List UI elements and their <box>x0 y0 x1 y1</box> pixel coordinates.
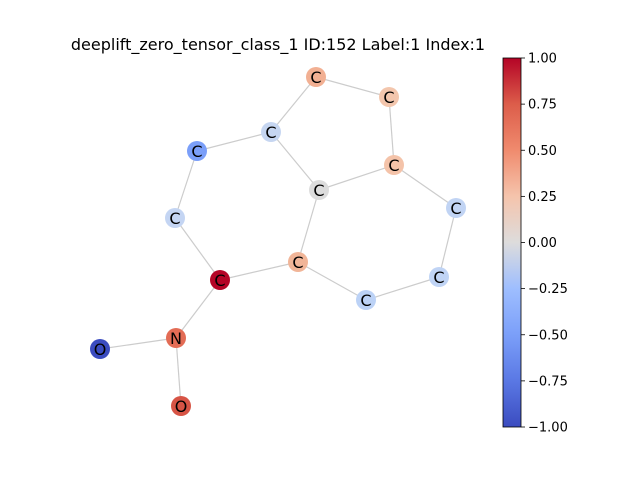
node-label: C <box>265 123 276 142</box>
graph-edge <box>315 76 390 98</box>
node-circle <box>261 122 281 142</box>
node-circle <box>356 290 376 310</box>
node-label: C <box>433 268 444 287</box>
node-circle <box>288 252 308 272</box>
colorbar-tick-label: 1.00 <box>528 52 557 67</box>
node-label: O <box>94 340 107 359</box>
graph-edge <box>196 131 272 152</box>
colorbar-tick-label: 0.25 <box>528 190 557 205</box>
node-label: C <box>383 88 394 107</box>
graph-node: C <box>165 208 185 228</box>
node-circle <box>187 141 207 161</box>
graph-edges <box>99 76 457 407</box>
colorbar-tick-label: 0.50 <box>528 144 557 159</box>
graph-edge <box>175 279 221 339</box>
colorbar-tick-label: 0.00 <box>528 236 557 251</box>
graph-node: C <box>210 270 230 290</box>
graph-edge <box>297 189 320 263</box>
colorbar-tick-label: 0.75 <box>528 98 557 113</box>
node-label: C <box>450 199 461 218</box>
graph-node: O <box>171 396 191 416</box>
graph-node: C <box>288 252 308 272</box>
node-label: C <box>360 291 371 310</box>
node-circle <box>379 87 399 107</box>
graph-node: N <box>166 328 186 348</box>
graph-node: C <box>187 141 207 161</box>
graph-edge <box>318 164 395 191</box>
graph-edge <box>270 76 317 133</box>
node-circle <box>384 155 404 175</box>
node-circle <box>171 396 191 416</box>
graph-edge <box>270 131 320 191</box>
graph-edge <box>438 207 457 278</box>
figure-title: deeplift_zero_tensor_class_1 ID:152 Labe… <box>71 35 485 55</box>
graph-edge <box>174 217 221 281</box>
colorbar-tick-label: −0.75 <box>528 374 568 389</box>
colorbar: 1.00 0.75 0.50 0.25 0.00 −0.25 −0.50 −0.75 −1.00 <box>502 52 568 436</box>
node-circle <box>165 208 185 228</box>
colorbar-ticks: 1.00 0.75 0.50 0.25 0.00 −0.25 −0.50 −0.75 −1.00 <box>521 52 568 436</box>
node-circle <box>210 270 230 290</box>
colorbar-tick-label: −1.00 <box>528 421 568 436</box>
graph-node: O <box>90 339 110 359</box>
graph-edge <box>99 337 177 350</box>
node-label: C <box>214 271 225 290</box>
colorbar-tick-label: −0.25 <box>528 282 568 297</box>
node-label: C <box>310 68 321 87</box>
node-circle <box>309 180 329 200</box>
node-circle <box>429 267 449 287</box>
colorbar-tick-label: −0.50 <box>528 328 568 343</box>
graph-node: C <box>261 122 281 142</box>
node-circle <box>306 67 326 87</box>
graph-node: C <box>379 87 399 107</box>
node-circle <box>166 328 186 348</box>
node-label: C <box>313 181 324 200</box>
graph-edge <box>219 261 299 281</box>
graph-edge <box>174 150 198 219</box>
graph-edge <box>388 96 395 166</box>
graph-nodes: C C C C C C C C C C C C N O O <box>90 67 466 416</box>
graph-node: C <box>446 198 466 218</box>
node-label: C <box>292 253 303 272</box>
node-label: C <box>191 142 202 161</box>
colorbar-gradient <box>502 57 522 428</box>
graph-node: C <box>429 267 449 287</box>
graph-edge <box>365 276 440 301</box>
node-circle <box>90 339 110 359</box>
node-label: O <box>175 397 188 416</box>
graph-edge <box>175 337 182 407</box>
graph-node: C <box>306 67 326 87</box>
node-label: C <box>169 209 180 228</box>
graph-node: C <box>384 155 404 175</box>
node-label: C <box>388 156 399 175</box>
graph-edge <box>393 164 457 209</box>
node-label: N <box>170 329 182 348</box>
graph-node: C <box>356 290 376 310</box>
graph-node: C <box>309 180 329 200</box>
node-circle <box>446 198 466 218</box>
graph-edge <box>297 261 367 301</box>
